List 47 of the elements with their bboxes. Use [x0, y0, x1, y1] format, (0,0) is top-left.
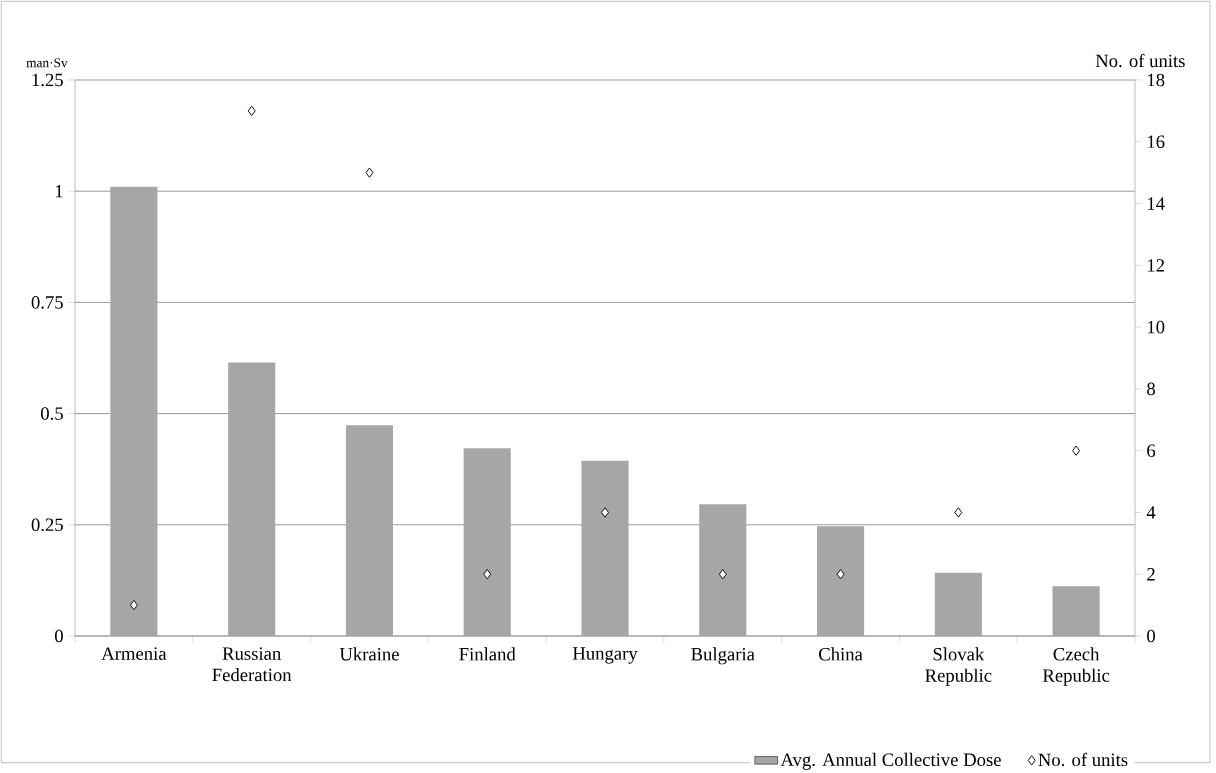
y2-axis-title: No. of units: [1095, 53, 1185, 68]
y2-tick-label: 4: [1146, 506, 1156, 519]
x-tick-label: Czech Republic: [1042, 647, 1110, 686]
y2-tick-label: 0: [1147, 629, 1155, 643]
y2-tick-label: 6: [1147, 444, 1156, 457]
y2-tick-label: 16: [1148, 135, 1165, 148]
y2-tick-label: 12: [1148, 259, 1165, 272]
point: [365, 167, 374, 178]
point: [129, 599, 138, 611]
point: [1072, 445, 1081, 456]
x-tick-label: China: [819, 647, 863, 661]
x-tick-label: Slovak Republic: [925, 647, 992, 686]
y-tick-label: 0.25: [31, 518, 63, 532]
x-tick-label: Russian Federation: [212, 647, 292, 682]
y2-tick-label: 2: [1147, 567, 1155, 581]
x-tick-label: Ukraine: [339, 647, 399, 661]
x-tick-label: Hungary: [572, 647, 638, 664]
bar: [110, 186, 158, 636]
y-tick-label: 1: [55, 184, 63, 198]
legend-label: No. of units: [1038, 752, 1128, 767]
point: [247, 105, 256, 116]
bar: [817, 526, 865, 636]
y-axis-title: man·Sv: [26, 58, 68, 68]
point: [836, 568, 845, 580]
y2-tick-label: 14: [1148, 197, 1165, 210]
y2-tick-label: 10: [1148, 320, 1165, 334]
point: [954, 507, 963, 518]
bar: [228, 362, 276, 636]
x-tick-label: Armenia: [101, 647, 167, 660]
bar: [581, 460, 629, 636]
bar: [1052, 586, 1100, 636]
bar: [345, 425, 394, 636]
y2-tick-label: 8: [1147, 382, 1155, 396]
bar: [699, 504, 747, 636]
bar: [463, 448, 511, 636]
point: [718, 568, 727, 580]
x-tick-label: Finland: [459, 647, 516, 661]
y-tick-label: 0: [55, 629, 63, 643]
bar: [934, 572, 982, 636]
point: [601, 507, 609, 518]
legend-label: Avg. Annual Collective Dose: [780, 752, 1001, 770]
y-tick-label: 0.5: [41, 407, 63, 420]
y-tick-label: 0.75: [31, 295, 63, 309]
y2-tick-label: 18: [1148, 73, 1165, 87]
y-tick-label: 1.25: [32, 73, 63, 87]
point: [483, 568, 492, 580]
x-tick-label: Bulgaria: [691, 647, 755, 665]
